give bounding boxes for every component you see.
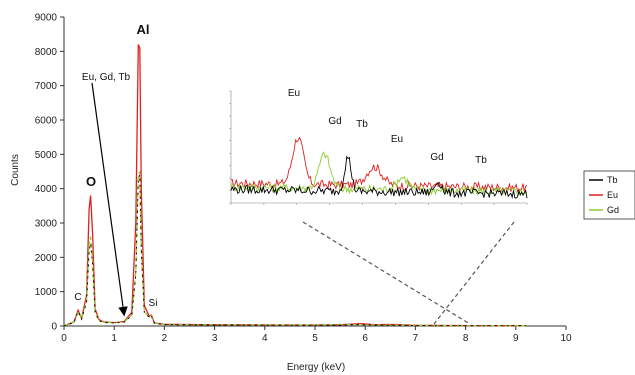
- inset-peak-label: Eu: [391, 134, 403, 145]
- x-tick-label: 4: [262, 333, 268, 344]
- x-tick-label: 3: [212, 333, 218, 344]
- x-ticks: 0 1 2 3 4 5 6 7 8 9 10: [61, 326, 572, 344]
- peak-labels: C O Al Si Eu, Gd, Tb: [74, 22, 157, 309]
- inset-series-tb-line: [230, 155, 528, 200]
- series-gd-line: [63, 171, 526, 327]
- y-axis-label: Counts: [10, 154, 21, 186]
- x-tick-label: 7: [413, 333, 419, 344]
- legend-label-eu: Eu: [607, 190, 618, 200]
- y-tick-label: 9000: [35, 13, 58, 24]
- y-tick-label: 1000: [35, 287, 58, 298]
- legend-label-tb: Tb: [607, 175, 618, 185]
- x-tick-label: 5: [312, 333, 318, 344]
- y-tick-label: 7000: [35, 81, 58, 92]
- peak-label: Si: [149, 298, 158, 309]
- peak-label: Al: [137, 22, 150, 37]
- y-tick-label: 0: [51, 322, 57, 333]
- x-tick-label: 0: [61, 333, 67, 344]
- x-tick-label: 6: [362, 333, 368, 344]
- series-layer: [63, 44, 526, 327]
- y-tick-label: 3000: [35, 219, 58, 230]
- y-tick-label: 4000: [35, 184, 58, 195]
- peak-label: O: [86, 174, 96, 189]
- zoom-guide-left: [302, 221, 471, 325]
- x-tick-label: 9: [513, 333, 519, 344]
- inset-peak-label: Eu: [288, 88, 300, 99]
- inset-zoom: Eu Gd Tb Eu Gd Tb: [229, 88, 528, 205]
- eu-gd-tb-arrow: [91, 82, 128, 317]
- y-tick-label: 5000: [35, 150, 58, 161]
- y-tick-label: 2000: [35, 253, 58, 264]
- zoom-guide-right: [433, 221, 515, 325]
- y-ticks: 0 1000 2000 3000 4000 5000 6000 7000 8000 9000: [35, 13, 64, 333]
- inset-series-eu-line: [230, 136, 528, 193]
- x-tick-label: 1: [111, 333, 117, 344]
- x-tick-label: 8: [463, 333, 469, 344]
- inset-series-layer: [230, 136, 528, 200]
- peak-label: C: [74, 292, 81, 303]
- y-tick-label: 8000: [35, 47, 58, 58]
- x-tick-label: 2: [162, 333, 168, 344]
- legend-label-gd: Gd: [607, 205, 619, 215]
- inset-peak-labels: Eu Gd Tb Eu Gd Tb: [288, 88, 487, 166]
- inset-peak-label: Gd: [328, 116, 341, 127]
- x-axis-label: Energy (keV): [287, 362, 345, 373]
- series-tb-line: [63, 174, 526, 327]
- inset-peak-label: Tb: [356, 119, 368, 130]
- x-tick-label: 10: [560, 333, 572, 344]
- peak-label: Eu, Gd, Tb: [82, 72, 131, 83]
- legend: Tb Eu Gd: [583, 170, 635, 220]
- y-tick-label: 6000: [35, 116, 58, 127]
- inset-x-ticks: [230, 203, 528, 205]
- inset-peak-label: Tb: [475, 155, 487, 166]
- inset-peak-label: Gd: [430, 152, 443, 163]
- inset-y-ticks: [229, 90, 231, 204]
